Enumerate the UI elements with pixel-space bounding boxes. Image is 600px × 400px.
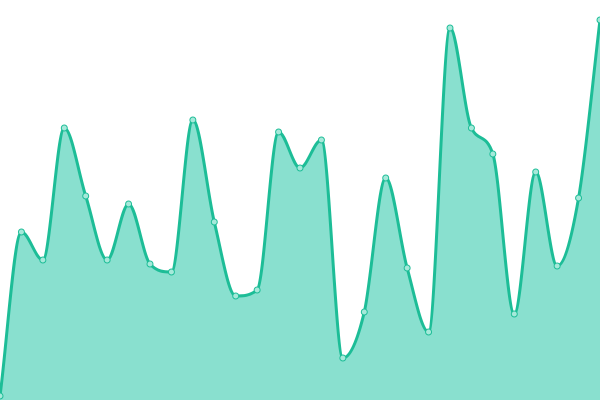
data-point <box>425 328 433 336</box>
data-point <box>146 260 154 268</box>
data-point <box>210 218 218 226</box>
data-point <box>446 24 454 32</box>
data-point <box>360 308 368 316</box>
data-point <box>167 268 175 276</box>
data-point <box>39 256 47 264</box>
data-point <box>575 194 583 202</box>
data-point <box>60 124 68 132</box>
data-point <box>253 286 261 294</box>
data-point <box>403 264 411 272</box>
data-point <box>189 116 197 124</box>
data-point <box>103 256 111 264</box>
data-point <box>125 200 133 208</box>
data-point <box>275 128 283 136</box>
data-points <box>0 16 600 400</box>
data-point <box>510 310 518 318</box>
data-point <box>17 228 25 236</box>
data-point <box>489 150 497 158</box>
data-point <box>596 16 600 24</box>
data-point <box>467 124 475 132</box>
series-area <box>0 20 600 400</box>
data-point <box>532 168 540 176</box>
data-point <box>0 392 4 400</box>
data-point <box>553 262 561 270</box>
data-point <box>296 164 304 172</box>
data-point <box>82 192 90 200</box>
data-point <box>317 136 325 144</box>
data-point <box>382 174 390 182</box>
data-point <box>232 292 240 300</box>
data-point <box>339 354 347 362</box>
